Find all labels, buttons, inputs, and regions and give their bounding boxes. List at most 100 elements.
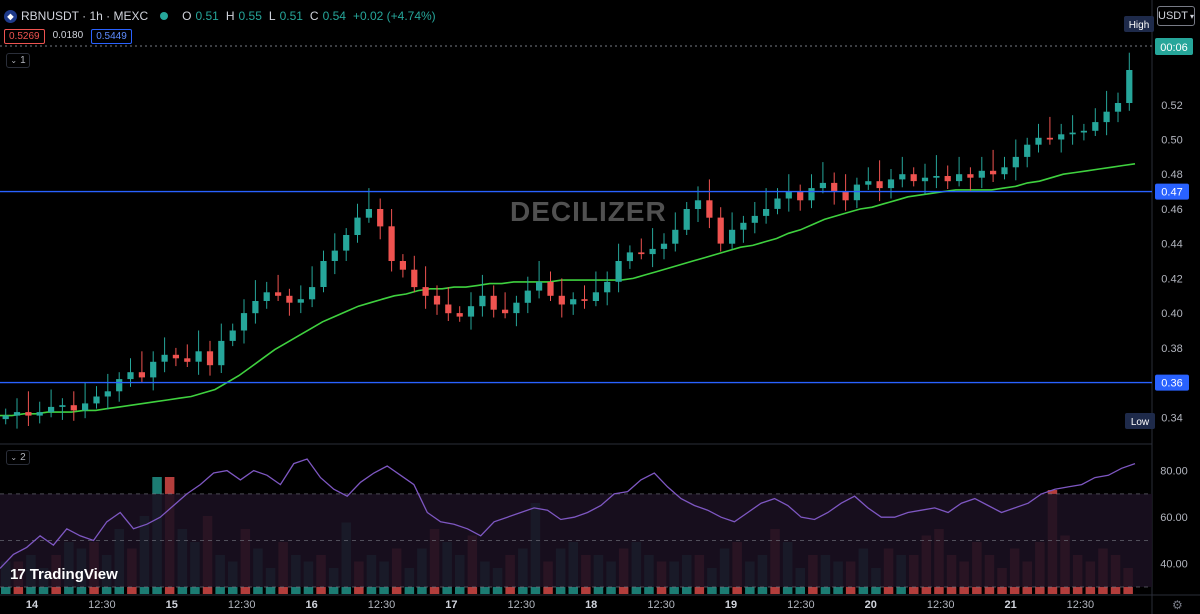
- candle-body: [490, 295, 497, 310]
- candle-body: [547, 281, 554, 296]
- candle-body: [25, 412, 32, 416]
- candle-body: [763, 209, 770, 216]
- rsi-tick: 40.00: [1160, 559, 1188, 571]
- candle-body: [910, 174, 917, 182]
- candle-body: [263, 292, 270, 301]
- candle-body: [978, 170, 985, 178]
- price-tick: 0.34: [1161, 412, 1182, 424]
- candle-body: [513, 302, 520, 314]
- rsi-pane: [0, 458, 1152, 588]
- candle-body: [1012, 156, 1019, 168]
- time-tick: 12:30: [927, 599, 955, 611]
- candle-body: [626, 252, 633, 262]
- candle-body: [842, 191, 849, 201]
- low-value: 0.51: [279, 9, 303, 23]
- candle-body: [956, 174, 963, 182]
- candle-body: [399, 261, 406, 270]
- candle-body: [1092, 122, 1099, 131]
- candle-body: [433, 295, 441, 305]
- candle-body: [751, 215, 758, 223]
- candle-body: [229, 330, 236, 341]
- line-label-bg: [1155, 374, 1189, 391]
- price-tick: 0.52: [1161, 100, 1182, 112]
- time-tick: 14: [26, 599, 39, 611]
- price-axis: 0.52 0.50 0.48 0.46 0.44 0.42 0.40 0.38 0.34 High…: [1124, 16, 1193, 571]
- candle-body: [365, 209, 372, 218]
- candle-body: [558, 295, 565, 305]
- currency-unit-selector[interactable]: USDT ▾: [1157, 6, 1195, 26]
- candle-body: [740, 222, 747, 230]
- open-value: 0.51: [195, 9, 219, 23]
- candle-body: [320, 261, 327, 287]
- candle-body: [1080, 130, 1087, 133]
- candle-body: [82, 403, 89, 411]
- indicator-value-3: 0.5449: [91, 29, 132, 44]
- pane-1-toggle[interactable]: ⌄ 1: [6, 53, 30, 68]
- candle-body: [570, 299, 577, 305]
- candle-body: [1035, 137, 1042, 145]
- high-marker-bg: [1124, 16, 1154, 32]
- candle-body: [388, 226, 395, 261]
- rsi-line: [0, 458, 1136, 569]
- candle-body: [116, 379, 123, 392]
- candle-body: [876, 181, 883, 189]
- time-tick: 20: [865, 599, 877, 611]
- candle-body: [411, 269, 418, 288]
- symbol-title[interactable]: RBNUSDT · 1h · MEXC: [21, 9, 149, 23]
- candle-body: [933, 176, 940, 178]
- time-tick: 12:30: [787, 599, 815, 611]
- candle-body: [638, 252, 645, 255]
- candle-body: [331, 250, 338, 261]
- candle-body: [694, 200, 702, 209]
- candle-body: [252, 301, 259, 314]
- countdown-timer: 00:06: [1160, 42, 1188, 54]
- candle-body: [467, 306, 475, 317]
- close-value: 0.54: [322, 9, 346, 23]
- candle-body: [297, 299, 304, 303]
- candle-body: [59, 405, 66, 407]
- candle-body: [524, 290, 531, 303]
- candle-body: [172, 354, 179, 359]
- rsi-tick: 80.00: [1160, 466, 1188, 478]
- time-tick: 12:30: [1067, 599, 1095, 611]
- low-marker-bg: [1125, 413, 1155, 429]
- high-value: 0.55: [238, 9, 262, 23]
- candle-body: [206, 351, 214, 366]
- price-tick: 0.50: [1161, 135, 1182, 147]
- candle-body: [660, 243, 668, 249]
- candle-body: [967, 174, 974, 178]
- candle-body: [717, 217, 724, 244]
- market-status-icon: [160, 12, 169, 20]
- candle-body: [161, 354, 168, 362]
- candle-body: [502, 309, 509, 314]
- candle-body: [343, 235, 350, 251]
- tradingview-logo[interactable]: 17 TradingView: [10, 566, 118, 583]
- time-tick: 18: [585, 599, 597, 611]
- countdown-bg: [1155, 38, 1193, 55]
- line-label: 0.47: [1161, 187, 1182, 199]
- gear-icon[interactable]: ⚙: [1172, 598, 1183, 612]
- time-tick: 12:30: [228, 599, 256, 611]
- candle-body: [1024, 144, 1031, 157]
- time-tick: 12:30: [647, 599, 675, 611]
- candle-body: [422, 287, 429, 296]
- chart-header: ◆ RBNUSDT · 1h · MEXC O 0.51 H 0.55 L 0.51 …: [4, 8, 439, 24]
- price-tick: 0.48: [1161, 169, 1182, 181]
- candle-body: [853, 184, 860, 201]
- time-tick: 21: [1004, 599, 1016, 611]
- candle-body: [581, 299, 588, 301]
- indicator-values: 0.5269 0.0180 0.5449: [4, 29, 132, 44]
- price-tick: 0.40: [1161, 308, 1182, 320]
- candle-body: [377, 209, 384, 227]
- time-tick: 12:30: [88, 599, 116, 611]
- price-tick: 0.42: [1161, 273, 1182, 285]
- candle-body: [184, 358, 191, 362]
- candle-body: [275, 292, 282, 296]
- pane-2-toggle[interactable]: ⌄ 2: [6, 450, 30, 465]
- candle-body: [1069, 132, 1076, 135]
- candle-body: [808, 188, 815, 201]
- candle-body: [944, 176, 951, 182]
- candle-body: [218, 340, 225, 366]
- indicator-value-1: 0.5269: [4, 29, 45, 44]
